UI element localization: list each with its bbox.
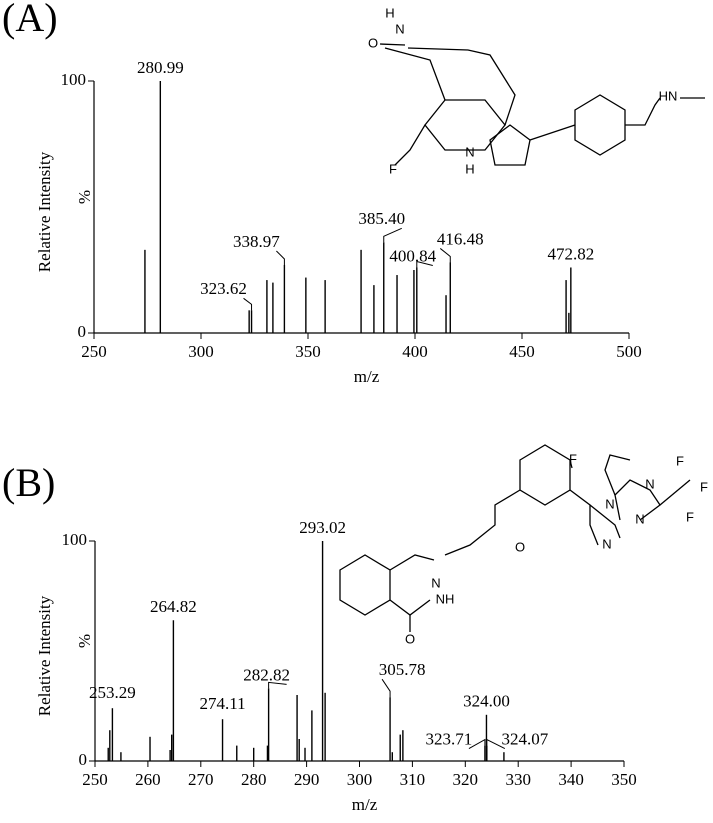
leader-line xyxy=(439,248,451,263)
y-tick-label: 100 xyxy=(61,70,87,89)
x-tick-label: 270 xyxy=(188,770,214,789)
atom-label: NH xyxy=(436,591,455,606)
peak-label: 293.02 xyxy=(299,518,346,537)
peak-label: 264.82 xyxy=(150,597,197,616)
atom-label: O xyxy=(368,35,378,50)
leader-line xyxy=(468,738,486,750)
y-tick-label: 100 xyxy=(62,530,88,549)
leader-line xyxy=(383,227,402,243)
peak-label: 472.82 xyxy=(547,244,594,263)
x-tick-label: 500 xyxy=(616,342,642,361)
peak-label: 400.84 xyxy=(389,246,436,265)
x-tick-label: 450 xyxy=(509,342,535,361)
atom-label: O xyxy=(405,631,415,646)
x-tick-label: 350 xyxy=(295,342,321,361)
atom-label: N xyxy=(645,476,654,491)
peak-label: 280.99 xyxy=(137,58,184,77)
leader-line xyxy=(268,681,287,689)
atom-label: H xyxy=(465,161,474,176)
y-axis-label: Relative Intensity xyxy=(35,595,54,716)
structure-b xyxy=(339,444,691,632)
atom-label: O xyxy=(515,539,525,554)
x-tick-label: 250 xyxy=(82,770,108,789)
leader-line xyxy=(416,260,433,268)
peak-label: 385.40 xyxy=(358,209,405,228)
x-tick-label: 340 xyxy=(558,770,584,789)
atom-label: HN xyxy=(659,88,678,103)
atom-label: H xyxy=(385,5,394,20)
x-tick-label: 310 xyxy=(400,770,426,789)
peak-label: 274.11 xyxy=(199,694,245,713)
atom-label: N xyxy=(635,511,644,526)
peak-label: 416.48 xyxy=(437,229,484,248)
atom-label: F xyxy=(676,453,684,468)
x-tick-label: 320 xyxy=(453,770,479,789)
x-tick-label: 350 xyxy=(611,770,637,789)
atom-label: F xyxy=(569,451,577,466)
peak-label: 253.29 xyxy=(89,683,136,702)
x-axis-label: m/z xyxy=(354,367,380,386)
y-axis-unit: % xyxy=(75,634,94,648)
x-tick-label: 280 xyxy=(241,770,267,789)
peak-label: 323.71 xyxy=(426,730,473,749)
panel-label: (B) xyxy=(2,460,55,505)
x-tick-label: 250 xyxy=(81,342,107,361)
atom-label: N xyxy=(465,144,474,159)
peak-label: 324.00 xyxy=(463,692,510,711)
x-tick-label: 400 xyxy=(402,342,428,361)
y-tick-label: 0 xyxy=(79,750,88,769)
peak-label: 338.97 xyxy=(233,232,280,251)
leader-line xyxy=(276,250,285,265)
panel-label: (A) xyxy=(2,0,58,40)
peak-label: 282.82 xyxy=(243,665,290,684)
atom-label: F xyxy=(686,509,694,524)
x-tick-label: 290 xyxy=(294,770,320,789)
atom-label: N xyxy=(602,536,611,551)
atom-label: N xyxy=(395,21,404,36)
atom-label: N xyxy=(605,496,614,511)
peak-label: 305.78 xyxy=(379,660,426,679)
peak-label: 323.62 xyxy=(200,279,247,298)
atom-label: N xyxy=(431,575,440,590)
leader-line xyxy=(381,678,391,698)
atom-label: F xyxy=(700,479,708,494)
x-tick-label: 260 xyxy=(135,770,161,789)
x-tick-label: 300 xyxy=(188,342,214,361)
leader-line xyxy=(486,738,506,750)
y-axis-label: Relative Intensity xyxy=(35,151,54,272)
peak-label: 324.07 xyxy=(501,730,548,749)
x-axis-label: m/z xyxy=(352,795,378,814)
leader-line xyxy=(243,297,253,311)
x-tick-label: 300 xyxy=(347,770,373,789)
y-axis-unit: % xyxy=(75,190,94,204)
x-tick-label: 330 xyxy=(505,770,531,789)
structure-a xyxy=(379,43,705,166)
atom-label: F xyxy=(389,161,397,176)
y-tick-label: 0 xyxy=(78,322,87,341)
